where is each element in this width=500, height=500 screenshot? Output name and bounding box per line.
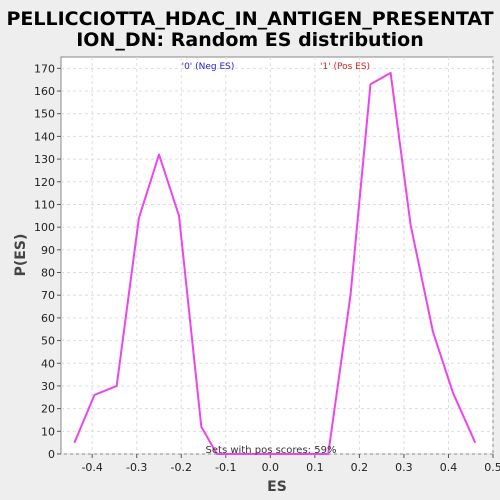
x-tick-label: 0.1	[306, 461, 324, 474]
y-tick-label: 0	[48, 448, 55, 461]
y-tick-label: 30	[41, 380, 55, 393]
x-tick-label: -0.4	[81, 461, 102, 474]
x-axis-label: ES	[267, 479, 287, 495]
y-tick-label: 50	[41, 335, 55, 348]
y-axis-ticks: 0 10 20 30 40 50 60 70 80 90 100 110 120 130 140 150 160…	[34, 62, 61, 461]
chart-title-line-1: PELLICCIOTTA_HDAC_IN_ANTIGEN_PRESENTAT	[6, 8, 493, 30]
y-tick-label: 40	[41, 357, 55, 370]
y-tick-label: 140	[34, 130, 55, 143]
y-tick-label: 100	[34, 221, 55, 234]
plot-area	[60, 56, 494, 455]
y-tick-label: 10	[41, 425, 55, 438]
y-tick-label: 130	[34, 153, 55, 166]
x-tick-label: -0.1	[215, 461, 236, 474]
y-tick-label: 80	[41, 267, 55, 280]
y-tick-label: 110	[34, 198, 55, 211]
y-tick-label: 90	[41, 244, 55, 257]
y-axis-label: P(ES)	[13, 234, 29, 277]
chart-title-line-2: ION_DN: Random ES distribution	[76, 29, 424, 51]
x-tick-label: 0.5	[484, 461, 500, 474]
series	[73, 71, 477, 455]
x-tick-label: 0.2	[351, 461, 369, 474]
y-tick-label: 120	[34, 176, 55, 189]
x-tick-label: 0.3	[395, 461, 413, 474]
y-tick-label: 160	[34, 85, 55, 98]
x-axis-ticks: -0.4 -0.3 -0.2 -0.1 0.0 0.1 0.2 0.3 0.4 0.5	[81, 454, 500, 474]
grid	[61, 57, 494, 455]
x-tick-label: 0.0	[262, 461, 280, 474]
y-tick-label: 170	[34, 62, 55, 75]
y-tick-label: 60	[41, 312, 55, 325]
x-tick-label: 0.4	[440, 461, 458, 474]
legend-neg-es: '0' (Neg ES)	[182, 62, 235, 72]
legend-pos-es: '1' (Pos ES)	[320, 62, 370, 72]
y-tick-label: 150	[34, 108, 55, 121]
es-distribution-line	[73, 71, 477, 455]
x-tick-label: -0.3	[126, 461, 147, 474]
pos-scores-annotation: Sets with pos scores: 59%	[206, 445, 337, 456]
y-tick-label: 70	[41, 289, 55, 302]
y-tick-label: 20	[41, 403, 55, 416]
x-tick-label: -0.2	[171, 461, 192, 474]
